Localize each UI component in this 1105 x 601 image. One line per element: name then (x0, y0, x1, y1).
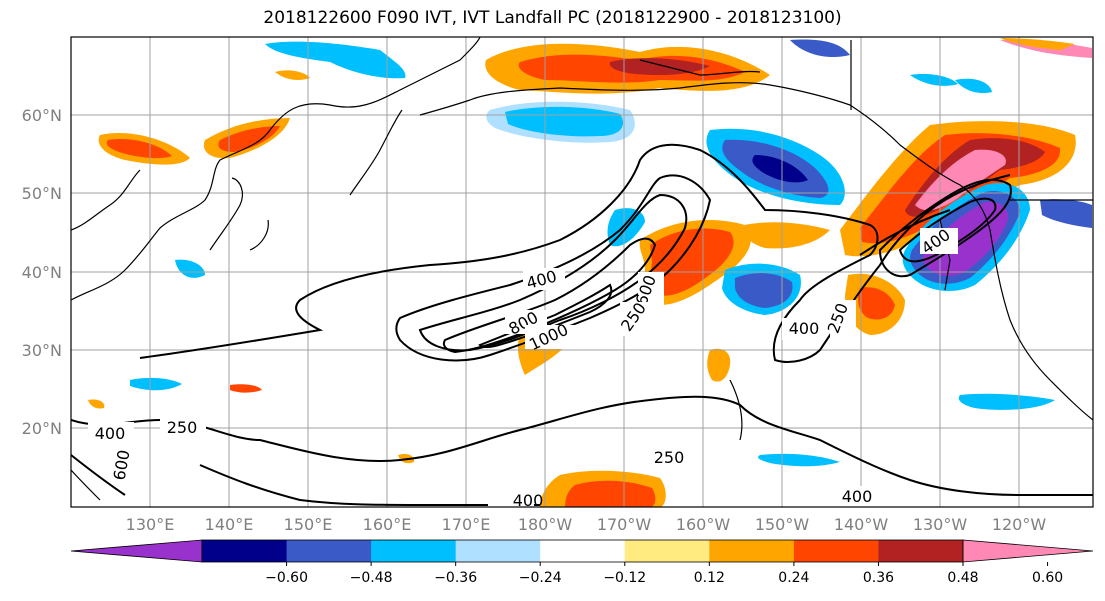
contour-label: 400 (95, 424, 126, 443)
lon-label: 140°E (205, 515, 254, 534)
lat-label: 60°N (22, 106, 62, 125)
lat-label: 30°N (22, 341, 62, 360)
lon-axis: 130°E 140°E 150°E 160°E 170°E 180°W 170°… (126, 515, 1047, 534)
contour-label: 250 (167, 418, 198, 437)
map-frame (70, 36, 1094, 508)
lat-label: 20°N (22, 419, 62, 438)
colorbar-tick-label: −0.36 (434, 570, 477, 586)
colorbar-tick-label: −0.48 (350, 570, 393, 586)
lon-label: 140°W (834, 515, 889, 534)
contour-label: 250 (654, 448, 685, 467)
lon-label: 180°W (518, 515, 573, 534)
colorbar-swatch (709, 540, 795, 562)
colorbar-swatch (455, 540, 541, 562)
colorbar-tick-label: −0.24 (519, 570, 562, 586)
graticule (71, 37, 1093, 507)
lon-label: 170°W (597, 515, 652, 534)
contour-label: 400 (513, 491, 544, 510)
colorbar-extend-high (962, 539, 1094, 563)
colorbar-extend-low (70, 539, 203, 563)
lon-label: 170°E (442, 515, 491, 534)
lon-label: 130°E (126, 515, 175, 534)
contour-label: 400 (789, 319, 820, 338)
lon-label: 150°W (755, 515, 810, 534)
lon-label: 130°W (913, 515, 968, 534)
colorbar: −0.60 −0.48 −0.36 −0.24 −0.12 0.12 0.24 0.36 0.4… (70, 539, 1094, 586)
colorbar-tick-label: 0.48 (947, 570, 978, 586)
colorbar-swatch (793, 540, 879, 562)
lat-label: 50°N (22, 184, 62, 203)
map-title: 2018122600 F090 IVT, IVT Landfall PC (20… (263, 8, 842, 28)
colorbar-swatch (286, 540, 372, 562)
lat-label: 40°N (22, 263, 62, 282)
colorbar-swatch (202, 540, 288, 562)
contour-250-south (71, 395, 1093, 497)
coastlines (71, 37, 1093, 501)
contour-label: 400 (842, 487, 873, 506)
lon-label: 160°W (676, 515, 731, 534)
colorbar-swatch (878, 540, 964, 562)
lon-label: 120°W (992, 515, 1047, 534)
colorbar-outline (201, 539, 964, 563)
lat-axis: 60°N 50°N 40°N 30°N 20°N (22, 106, 62, 438)
lon-label: 160°E (363, 515, 412, 534)
colorbar-tick-label: 0.60 (1032, 570, 1063, 586)
colorbar-swatch (371, 540, 457, 562)
colorbar-tick-label: 0.36 (863, 570, 894, 586)
colorbar-tick-label: 0.24 (778, 570, 809, 586)
colorbar-swatch (540, 540, 626, 562)
colorbar-tick-label: −0.12 (603, 570, 646, 586)
colorbar-tick-label: −0.60 (265, 570, 308, 586)
colorbar-tick-label: 0.12 (694, 570, 725, 586)
colorbar-swatch (624, 540, 710, 562)
lon-label: 150°E (284, 515, 333, 534)
